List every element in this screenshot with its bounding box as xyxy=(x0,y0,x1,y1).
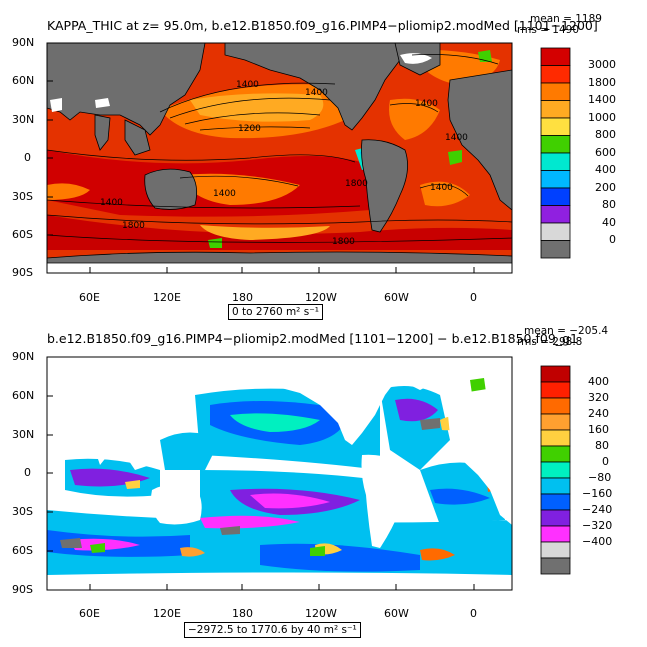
colorbar-label: 80 xyxy=(602,198,616,211)
lon-label: 60W xyxy=(384,607,409,620)
lon-label: 120W xyxy=(305,607,337,620)
panel1-title: KAPPA_THIC at z= 95.0m, b.e12.B1850.f09_… xyxy=(47,18,598,33)
lat-label: 60S xyxy=(12,228,33,241)
lat-label: 30N xyxy=(12,428,35,441)
contour-label: 1400 xyxy=(236,80,259,90)
lat-label: 30S xyxy=(12,190,33,203)
colorbar-label: 400 xyxy=(595,163,616,176)
colorbar-label: −320 xyxy=(582,519,613,532)
colorbar-label: 200 xyxy=(595,181,616,194)
panel2-rms: rms = 298.8 xyxy=(517,336,583,348)
panel1-contour-labels: 1400 1400 1200 1400 1800 1400 1800 1400 … xyxy=(100,80,468,247)
lat-label: 90N xyxy=(12,350,35,363)
lat-label: 60N xyxy=(12,74,35,87)
colorbar-label: 800 xyxy=(595,128,616,141)
contour-label: 1400 xyxy=(415,99,438,109)
colorbar-label: 1400 xyxy=(588,93,616,106)
lon-label: 120E xyxy=(153,607,181,620)
panel2-mean: mean = −205.4 xyxy=(524,325,609,337)
colorbar-label: 240 xyxy=(588,407,609,420)
panel1-mean: mean = 1189 xyxy=(530,13,602,25)
colorbar-label: −240 xyxy=(582,503,613,516)
lat-label: 30N xyxy=(12,113,35,126)
panel1-rms: rms = 1490 xyxy=(517,24,580,36)
lat-label: 90S xyxy=(12,583,33,596)
lon-label: 60E xyxy=(79,291,100,304)
panel2-title: b.e12.B1850.f09_g16.PIMP4−pliomip2.modMe… xyxy=(47,331,578,346)
panel2-range-box: −2972.5 to 1770.6 by 40 m² s⁻¹ xyxy=(184,622,361,638)
colorbar-label: −80 xyxy=(588,471,612,484)
panel1-colorbar xyxy=(540,47,571,259)
panel2-colorbar xyxy=(540,365,571,575)
panel2-map xyxy=(47,357,512,590)
lon-label: 0 xyxy=(470,607,477,620)
lon-label: 120W xyxy=(305,291,337,304)
colorbar-label: 400 xyxy=(588,375,609,388)
colorbar-label: 40 xyxy=(602,216,616,229)
colorbar-label: 1000 xyxy=(588,111,616,124)
colorbar-label: 600 xyxy=(595,146,616,159)
lat-label: 90N xyxy=(12,36,35,49)
contour-label: 1400 xyxy=(213,189,236,199)
contour-label: 1400 xyxy=(100,198,123,208)
colorbar-label: −400 xyxy=(582,535,613,548)
colorbar-label: 80 xyxy=(595,439,609,452)
colorbar-label: 0 xyxy=(602,455,609,468)
contour-label: 1200 xyxy=(238,124,261,134)
panel1-ticks xyxy=(47,42,475,274)
contour-label: 1800 xyxy=(345,179,368,189)
lat-label: 60S xyxy=(12,544,33,557)
lat-label: 60N xyxy=(12,389,35,402)
lat-label: 30S xyxy=(12,505,33,518)
contour-label: 1800 xyxy=(122,221,145,231)
lat-label: 0 xyxy=(24,151,31,164)
contour-label: 1800 xyxy=(332,237,355,247)
lon-label: 60W xyxy=(384,291,409,304)
contour-label: 1400 xyxy=(445,133,468,143)
colorbar-label: −160 xyxy=(582,487,613,500)
lon-label: 0 xyxy=(470,291,477,304)
contour-label: 1400 xyxy=(430,183,453,193)
lon-label: 60E xyxy=(79,607,100,620)
colorbar-label: 1800 xyxy=(588,76,616,89)
panel2-ticks xyxy=(47,356,475,591)
colorbar-label: 3000 xyxy=(588,58,616,71)
colorbar-label: 160 xyxy=(588,423,609,436)
lat-label: 0 xyxy=(24,466,31,479)
lat-label: 90S xyxy=(12,266,33,279)
colorbar-label: 0 xyxy=(609,233,616,246)
contour-label: 1400 xyxy=(305,88,328,98)
panel1-range-box: 0 to 2760 m² s⁻¹ xyxy=(228,304,323,320)
lon-label: 180 xyxy=(232,607,253,620)
lon-label: 120E xyxy=(153,291,181,304)
colorbar-label: 320 xyxy=(588,391,609,404)
panel1-map xyxy=(47,43,512,273)
lon-label: 180 xyxy=(232,291,253,304)
